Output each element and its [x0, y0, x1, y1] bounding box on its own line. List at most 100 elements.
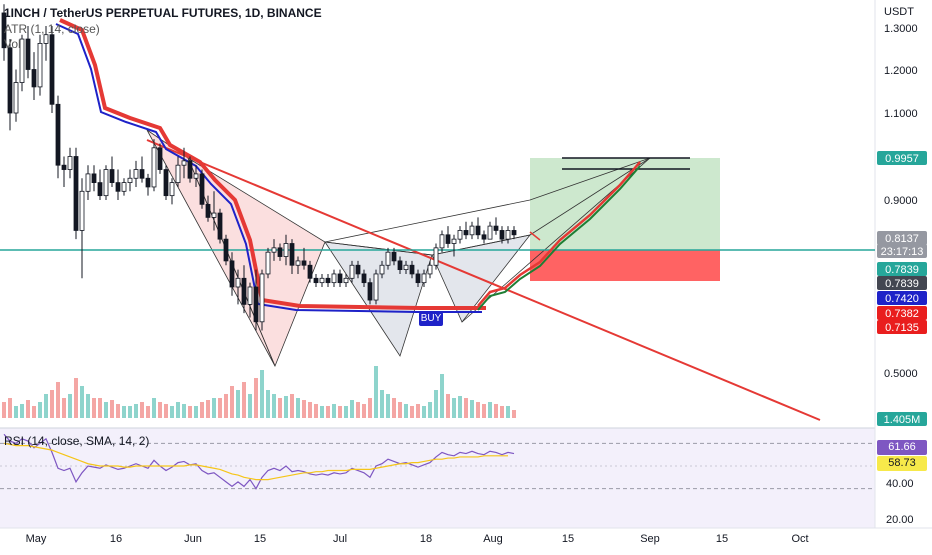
price-tag-text: 0.7382 — [885, 308, 919, 320]
candle-body — [19, 38, 25, 83]
volume-bar — [38, 402, 42, 418]
candle-body — [151, 147, 157, 188]
volume-bar — [272, 394, 276, 418]
volume-bar — [170, 406, 174, 418]
candle-body — [265, 251, 271, 275]
volume-bar — [374, 366, 378, 418]
candle-body — [211, 212, 217, 218]
candle-body — [283, 243, 289, 257]
price-tag: 23:17:13 — [877, 244, 927, 258]
price-tag: 0.7135 — [877, 320, 927, 334]
price-tag: 0.7839 — [877, 262, 927, 276]
harmonic-upper-line-2 — [324, 157, 651, 243]
volume-bar — [440, 374, 444, 418]
volume-bar — [362, 404, 366, 418]
volume-bar — [428, 402, 432, 418]
price-tag: 1.405M — [877, 412, 927, 426]
volume-bar — [326, 406, 330, 418]
candle-body — [187, 160, 193, 179]
volume-bar — [320, 406, 324, 418]
time-tick-label: 16 — [110, 533, 122, 545]
candle-body — [163, 169, 169, 197]
candle-body — [223, 238, 229, 262]
volume-bar — [134, 404, 138, 418]
position-loss-zone — [530, 250, 720, 281]
candle-body — [79, 190, 85, 231]
rsi-value-tag: 61.66 — [877, 440, 927, 455]
candle-body — [103, 169, 109, 197]
harmonic-right-leg-1 — [324, 241, 433, 357]
price-tick-label: 1.3000 — [884, 23, 918, 35]
candle-body — [493, 225, 499, 231]
price-tick-label: 0.5000 — [884, 368, 918, 380]
candle-body — [433, 247, 439, 266]
price-tag-bg — [877, 306, 927, 320]
candle-body — [199, 173, 205, 205]
atr-indicator-label: ATR (1, 14, close) — [4, 22, 100, 36]
harmonic-upper-line — [324, 157, 651, 256]
price-tag-bg — [877, 231, 927, 245]
volume-bar — [50, 390, 54, 418]
candle-body — [409, 264, 415, 275]
volume-bar — [380, 390, 384, 418]
volume-bar — [392, 398, 396, 418]
rsi-sma-line — [3, 442, 508, 481]
volume-bar — [506, 406, 510, 418]
candle-body — [193, 173, 199, 179]
candle-body — [397, 260, 403, 270]
volume-bar — [56, 382, 60, 418]
candle-body — [403, 264, 409, 270]
candle-body — [367, 282, 373, 301]
symbol-title: 1INCH / TetherUS PERPETUAL FUTURES, 1D, … — [4, 6, 322, 20]
price-tag-bg — [877, 291, 927, 305]
rsi-label: RSI (14, close, SMA, 14, 2) — [4, 434, 150, 448]
candle-body — [91, 173, 97, 183]
price-tag-bg — [877, 262, 927, 276]
candle-body — [499, 230, 505, 240]
volume-bar — [86, 394, 90, 418]
volume-bar — [236, 390, 240, 418]
candle-body — [445, 234, 451, 244]
volume-bar — [68, 394, 72, 418]
volume-bar — [212, 398, 216, 418]
time-tick-label: 18 — [420, 533, 432, 545]
rsi-sma-value-tag: 58.73 — [877, 456, 927, 471]
candle-body — [295, 260, 301, 266]
volume-bar — [398, 402, 402, 418]
candle-body — [301, 260, 307, 266]
candle-body — [229, 260, 235, 288]
volume-bar — [26, 400, 30, 418]
volume-bar — [260, 370, 264, 418]
volume-bar — [110, 400, 114, 418]
time-tick-label: Jul — [333, 533, 347, 545]
volume-bar — [194, 406, 198, 418]
candle-body — [439, 234, 445, 249]
volume-bar — [80, 386, 84, 418]
price-tag-text: 1.405M — [884, 414, 921, 426]
candle-body — [361, 273, 367, 284]
volume-bar — [512, 410, 516, 418]
volume-bar — [458, 396, 462, 418]
volume-bar — [488, 402, 492, 418]
rsi-tick-label: 40.00 — [886, 478, 914, 490]
time-tick-label: Sep — [640, 533, 660, 545]
volume-bar — [356, 402, 360, 418]
candle-body — [181, 160, 187, 166]
candle-body — [481, 234, 487, 240]
price-tick-label: 1.1000 — [884, 108, 918, 120]
candle-body — [415, 273, 421, 284]
candle-body — [175, 164, 181, 183]
volume-bar — [470, 400, 474, 418]
volume-bar — [338, 406, 342, 418]
candle-body — [67, 156, 73, 170]
volume-bar — [20, 404, 24, 418]
volume-bar — [434, 390, 438, 418]
volume-bar — [386, 394, 390, 418]
candle-body — [289, 243, 295, 266]
volume-bar — [104, 402, 108, 418]
volume-bar — [494, 404, 498, 418]
candle-body — [205, 203, 211, 218]
candle-body — [7, 47, 13, 114]
